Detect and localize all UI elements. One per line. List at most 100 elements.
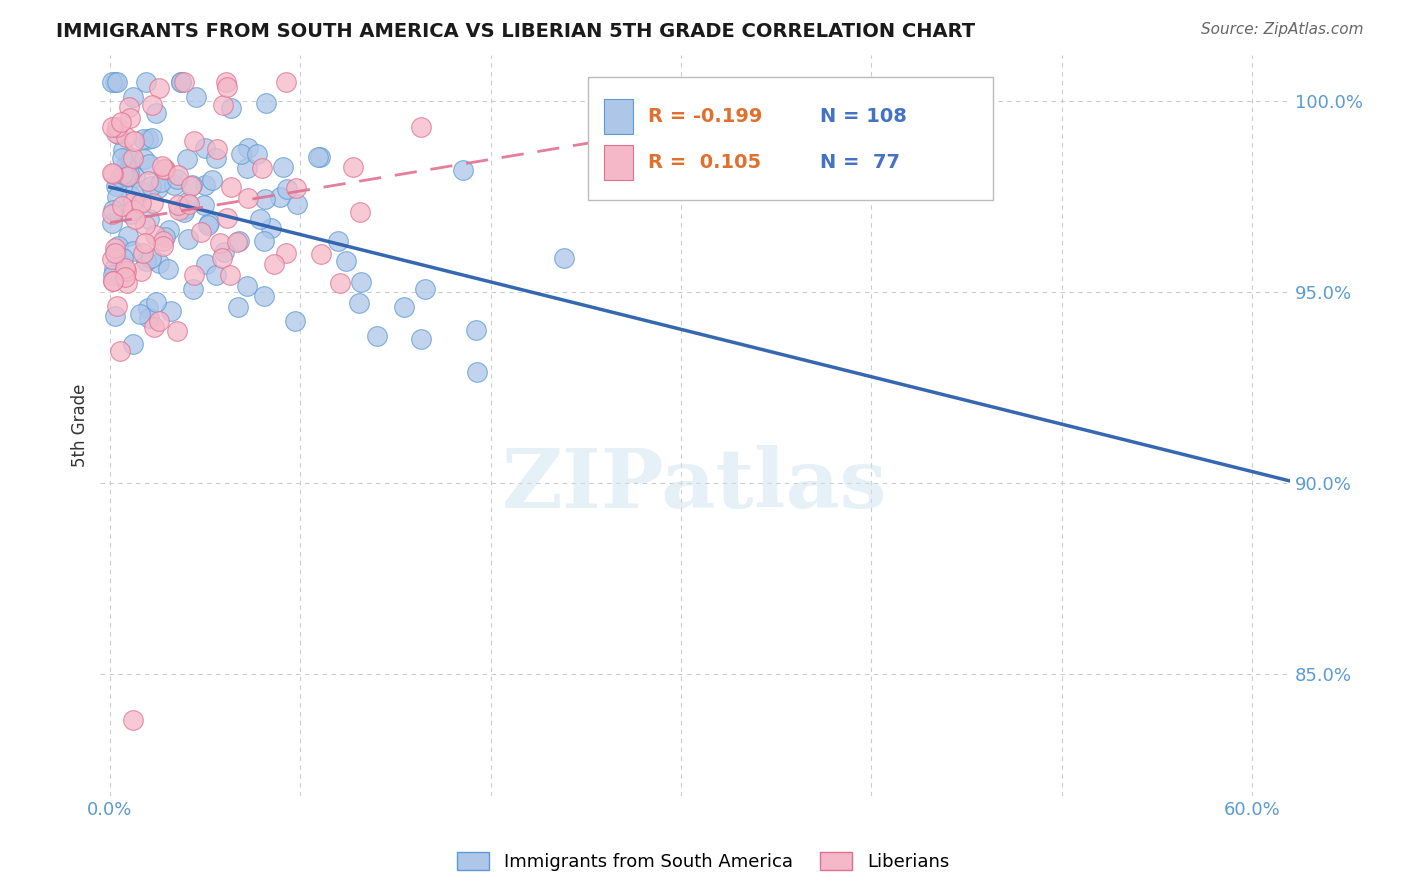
Point <box>110 115 132 129</box>
Point <box>103 262 125 277</box>
Point <box>177 197 200 211</box>
Point <box>101 268 124 282</box>
Point <box>120 153 142 168</box>
Point <box>111 251 134 265</box>
Point <box>173 75 195 89</box>
Point <box>207 142 229 156</box>
Text: N =  77: N = 77 <box>820 153 900 172</box>
FancyBboxPatch shape <box>603 99 633 135</box>
Point <box>157 261 180 276</box>
Point <box>236 141 259 155</box>
Point <box>121 713 143 727</box>
Point <box>166 324 188 338</box>
Point <box>413 282 436 296</box>
Point <box>122 195 145 210</box>
Point <box>104 75 127 89</box>
Point <box>212 245 235 260</box>
Point <box>309 150 332 164</box>
Point <box>201 173 224 187</box>
Point <box>122 203 145 218</box>
Point <box>217 211 239 225</box>
Point <box>309 247 332 261</box>
Point <box>152 239 174 253</box>
Text: N = 108: N = 108 <box>820 107 907 126</box>
Point <box>260 221 283 235</box>
Point <box>153 230 176 244</box>
Point <box>177 232 200 246</box>
Point <box>146 181 169 195</box>
Point <box>204 151 226 165</box>
Point <box>194 141 217 155</box>
Point <box>132 245 155 260</box>
Point <box>236 278 259 293</box>
Point <box>411 332 433 346</box>
Point <box>274 246 297 260</box>
Point <box>101 207 124 221</box>
Point <box>141 98 163 112</box>
Point <box>194 178 217 193</box>
Point <box>148 314 170 328</box>
Point <box>197 219 219 233</box>
Point <box>138 211 160 226</box>
Point <box>195 257 218 271</box>
Point <box>271 160 294 174</box>
Point <box>274 75 297 89</box>
FancyBboxPatch shape <box>603 145 633 180</box>
Point <box>134 236 156 251</box>
Point <box>166 172 188 186</box>
Point <box>205 268 228 282</box>
Point <box>183 268 205 282</box>
Point <box>145 105 167 120</box>
Point <box>105 75 128 89</box>
Point <box>249 212 271 227</box>
Point <box>157 223 180 237</box>
Point <box>190 225 212 239</box>
Point <box>167 169 190 183</box>
Point <box>238 191 260 205</box>
Point <box>553 252 575 266</box>
Point <box>335 253 357 268</box>
Point <box>138 311 160 326</box>
Point <box>167 198 190 212</box>
Point <box>152 234 174 248</box>
Point <box>103 274 125 288</box>
Point <box>252 161 274 176</box>
Point <box>253 192 276 206</box>
Point <box>122 244 145 259</box>
Point <box>114 158 136 172</box>
Point <box>107 239 129 253</box>
Point <box>136 174 159 188</box>
Point <box>180 179 202 194</box>
Point <box>139 251 162 265</box>
Point <box>112 144 135 158</box>
Point <box>105 126 128 140</box>
Point <box>100 120 122 134</box>
Point <box>350 275 373 289</box>
Point <box>138 157 160 171</box>
Point <box>115 276 138 290</box>
Point <box>170 75 193 89</box>
Text: R =  0.105: R = 0.105 <box>648 153 761 172</box>
Point <box>218 268 240 282</box>
Point <box>347 296 370 310</box>
Point <box>118 100 141 114</box>
Point <box>176 194 198 209</box>
Point <box>229 146 252 161</box>
Point <box>465 365 488 379</box>
Point <box>105 189 128 203</box>
Point <box>180 178 202 192</box>
Point <box>193 198 215 212</box>
Point <box>152 161 174 176</box>
Point <box>183 135 205 149</box>
Point <box>100 252 122 267</box>
Point <box>148 256 170 270</box>
Point <box>101 274 124 288</box>
Point <box>122 336 145 351</box>
Point <box>143 320 166 334</box>
Point <box>342 160 364 174</box>
Point <box>114 169 136 184</box>
Point <box>451 163 474 178</box>
Point <box>114 129 136 144</box>
Point <box>253 234 276 248</box>
Point <box>117 169 139 184</box>
